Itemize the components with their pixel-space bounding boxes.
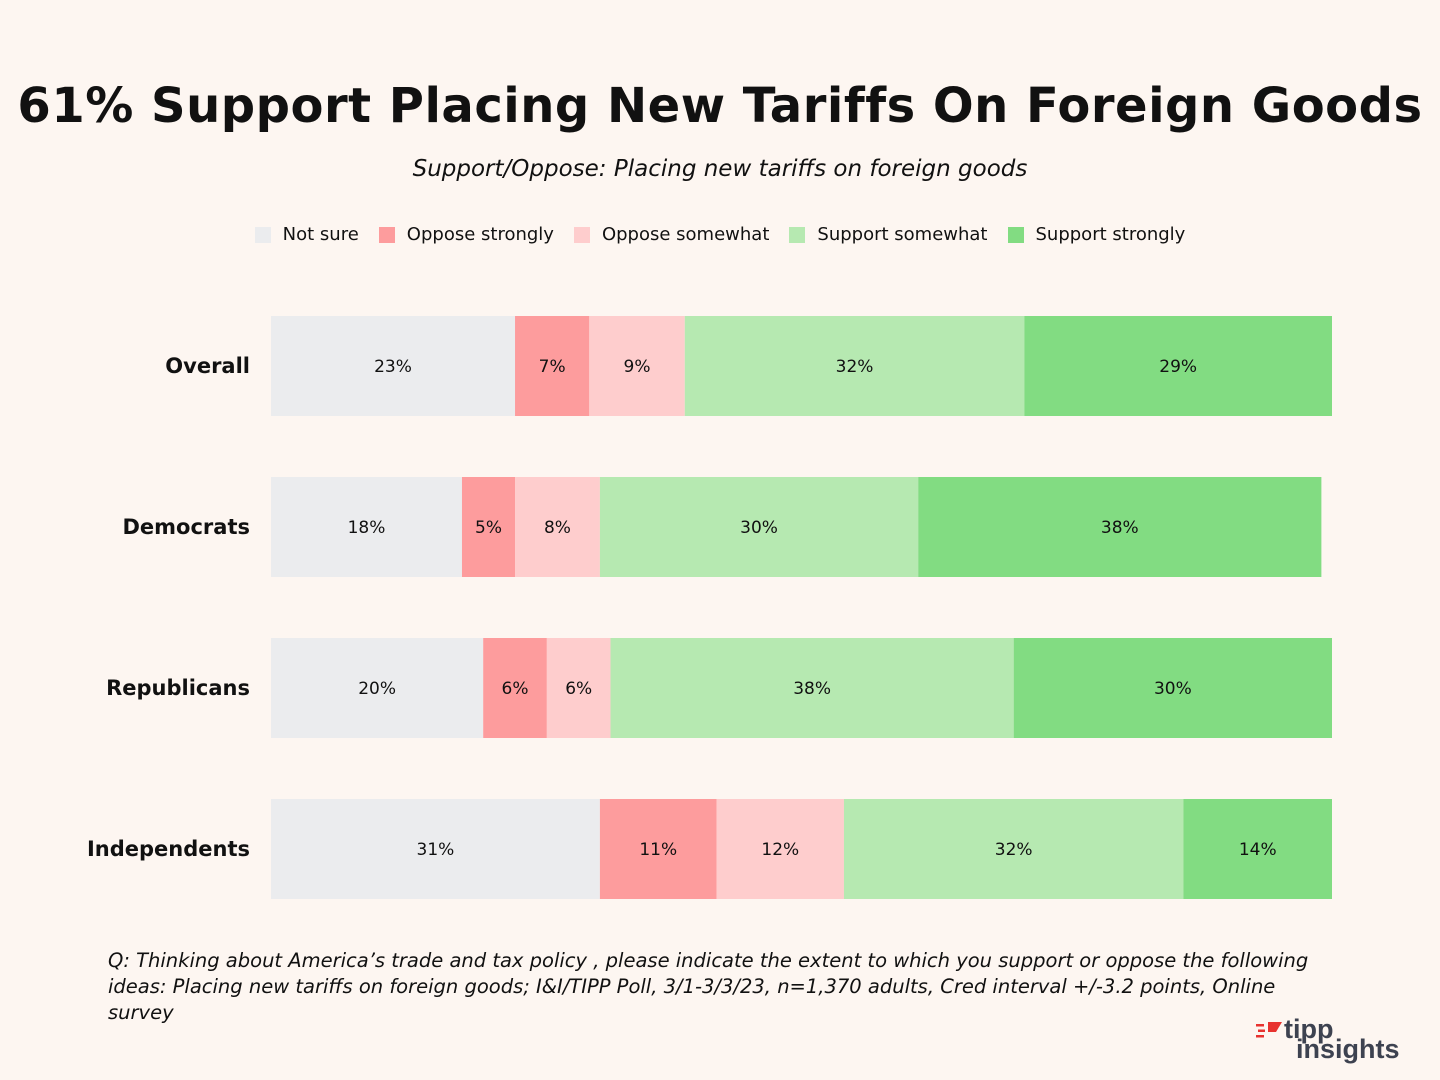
data-label: 20% <box>358 679 396 699</box>
bar-segment <box>1024 316 1332 416</box>
data-label: 9% <box>624 357 651 377</box>
legend-item: Oppose strongly <box>378 224 554 245</box>
legend-label: Oppose strongly <box>406 224 554 245</box>
bar-segment <box>546 638 611 738</box>
data-label: 11% <box>639 840 677 860</box>
legend-label: Not sure <box>282 224 359 245</box>
bar-segment <box>716 799 844 899</box>
bar-segment <box>483 638 547 738</box>
data-label: 38% <box>793 679 831 699</box>
legend-swatch <box>254 226 271 243</box>
bar-segment <box>843 799 1184 899</box>
bar-segment <box>271 799 600 899</box>
legend-swatch <box>573 226 590 243</box>
chart-subtitle: Support/Oppose: Placing new tariffs on f… <box>412 156 1028 182</box>
bar-segment <box>515 316 590 416</box>
legend-swatch <box>378 226 395 243</box>
bar-segment <box>271 638 484 738</box>
bar-segment <box>589 316 685 416</box>
data-label: 18% <box>348 518 386 538</box>
data-label: 5% <box>475 518 502 538</box>
legend-item: Not sure <box>254 224 359 245</box>
data-label: 29% <box>1159 357 1197 377</box>
bar-segment <box>1183 799 1332 899</box>
category-label: Republicans <box>106 676 250 700</box>
logo-mark-icon <box>1256 1022 1282 1038</box>
chart-title: 61% Support Placing New Tariffs On Forei… <box>17 78 1423 134</box>
data-label: 31% <box>417 840 455 860</box>
legend-item: Support somewhat <box>789 224 988 245</box>
legend-label: Support strongly <box>1035 224 1186 245</box>
bar-segment <box>599 799 717 899</box>
category-label: Independents <box>87 837 250 861</box>
data-label: 8% <box>544 518 571 538</box>
bar-segment <box>599 477 919 577</box>
data-label: 30% <box>1154 679 1192 699</box>
tipp-insights-logo: tipp insights <box>1256 1014 1406 1066</box>
footnote: Q: Thinking about America’s trade and ta… <box>108 949 1309 1024</box>
bar-segment <box>1013 638 1332 738</box>
data-label: 6% <box>565 679 592 699</box>
bar-segment <box>461 477 516 577</box>
logo-text-insights: insights <box>1296 1034 1400 1064</box>
category-label: Overall <box>165 354 250 378</box>
data-label: 38% <box>1101 518 1139 538</box>
data-label: 32% <box>995 840 1033 860</box>
category-label: Democrats <box>123 515 251 539</box>
legend: Not sure Oppose strongly Oppose somewhat Su… <box>0 224 1440 245</box>
legend-swatch <box>789 226 806 243</box>
data-label: 6% <box>502 679 529 699</box>
bar-segment <box>684 316 1025 416</box>
legend-label: Oppose somewhat <box>601 224 770 245</box>
logo-text-tipp: tipp <box>1284 1014 1334 1044</box>
legend-label: Support somewhat <box>817 224 988 245</box>
legend-item: Oppose somewhat <box>573 224 770 245</box>
bar-segment <box>610 638 1014 738</box>
legend-swatch <box>1007 226 1024 243</box>
bar-segment <box>271 316 516 416</box>
data-label: 12% <box>761 840 799 860</box>
bar-segment <box>918 477 1322 577</box>
data-label: 30% <box>740 518 778 538</box>
data-label: 14% <box>1239 840 1277 860</box>
data-label: 23% <box>374 357 412 377</box>
data-label: 7% <box>539 357 566 377</box>
data-label: 32% <box>836 357 874 377</box>
bar-segment <box>271 477 462 577</box>
legend-item: Support strongly <box>1007 224 1186 245</box>
bar-segment <box>515 477 600 577</box>
